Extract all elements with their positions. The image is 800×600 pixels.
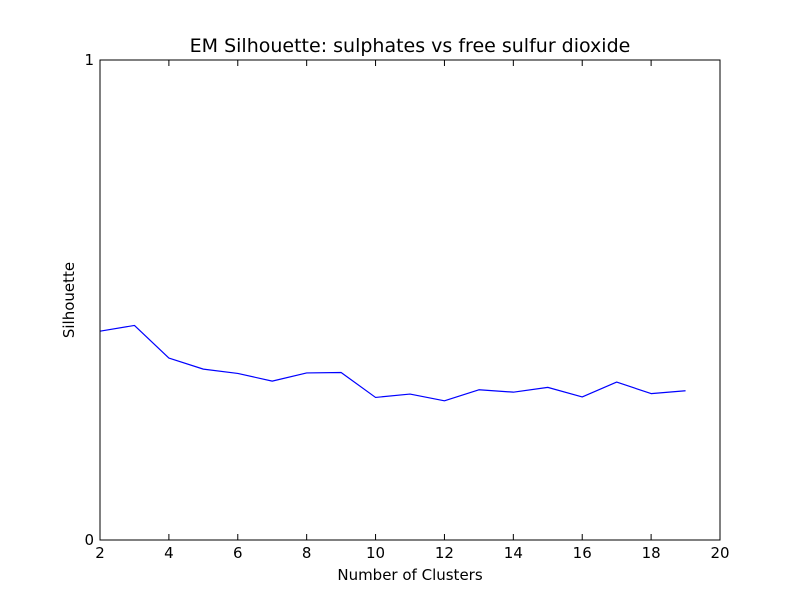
plot-area	[100, 60, 720, 540]
x-tick-label: 20	[710, 544, 729, 562]
x-tick-label: 14	[504, 544, 523, 562]
plot-frame	[99, 59, 721, 541]
x-tick-label: 16	[573, 544, 592, 562]
series-line-0	[99, 324, 686, 402]
y-axis-label: Silhouette	[60, 262, 78, 338]
ticks-layer: 2 4 6 8 10 12 14 16 18 20 0 1	[84, 51, 729, 562]
x-tick-label: 6	[233, 544, 243, 562]
y-tick-label: 1	[84, 51, 94, 69]
x-tick-label: 10	[366, 544, 385, 562]
x-tick-label: 4	[164, 544, 174, 562]
x-axis-label: Number of Clusters	[337, 566, 482, 584]
x-tick-label: 2	[95, 544, 105, 562]
x-tick-label: 8	[302, 544, 312, 562]
series-layer	[99, 324, 686, 402]
x-tick-label: 18	[642, 544, 661, 562]
x-tick-label: 12	[435, 544, 454, 562]
y-tick-label: 0	[84, 531, 94, 549]
chart-title: EM Silhouette: sulphates vs free sulfur …	[190, 35, 631, 57]
